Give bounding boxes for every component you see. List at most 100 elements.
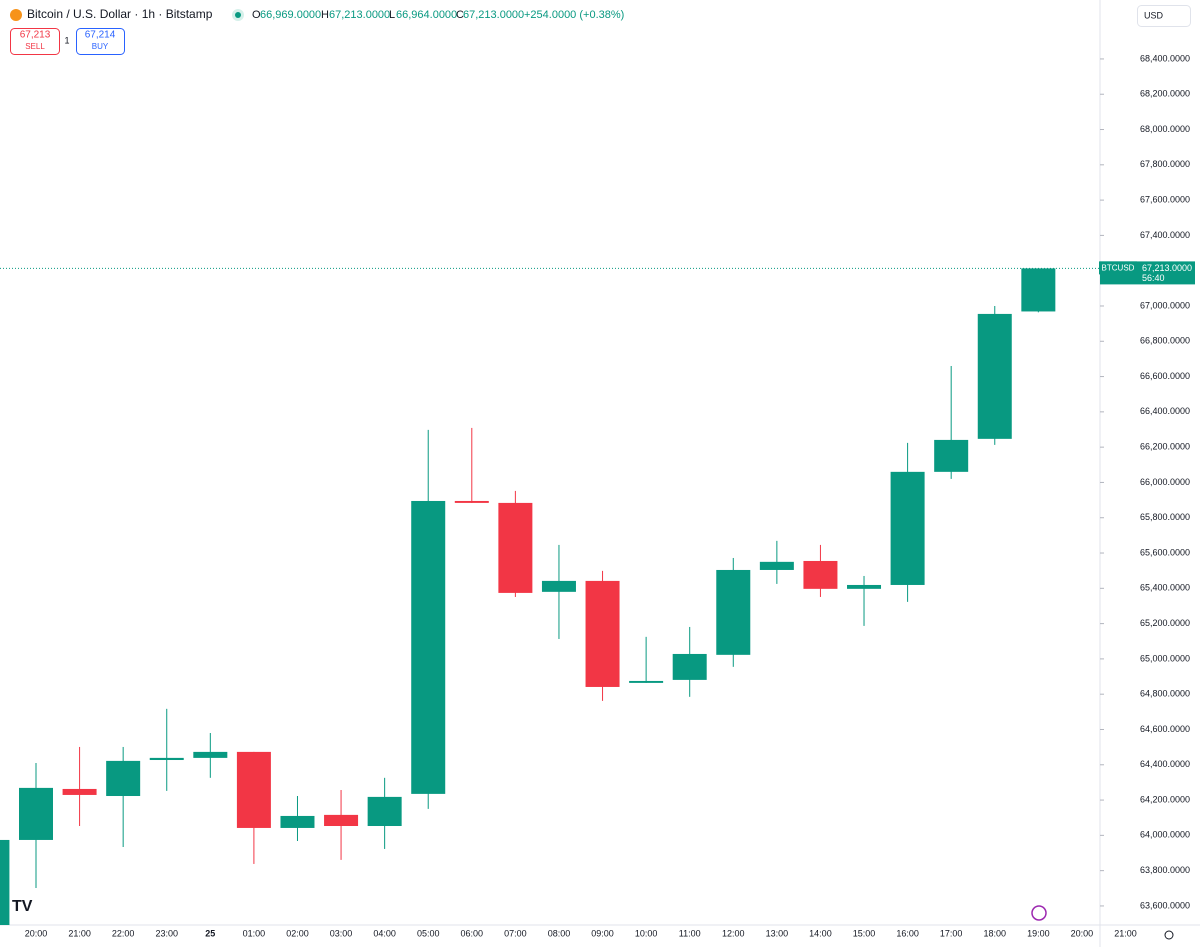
x-tick-label: 25 <box>205 928 215 938</box>
candle-body <box>62 788 97 795</box>
y-tick-label: 64,200.0000 <box>1140 794 1190 804</box>
settings-icon[interactable] <box>1164 930 1174 940</box>
x-tick-label: 08:00 <box>548 928 571 938</box>
ohlc-label: O <box>252 9 261 21</box>
currency: USD <box>1144 10 1164 20</box>
buy-price: 67,214 <box>85 30 116 41</box>
logo: TV <box>12 898 33 915</box>
y-tick-label: 66,800.0000 <box>1140 336 1190 346</box>
candle-body <box>759 561 794 570</box>
symbol-tag <box>1099 261 1137 275</box>
x-tick-label: 11:00 <box>679 928 701 938</box>
y-tick-label: 65,200.0000 <box>1140 618 1190 628</box>
x-tick-label: 01:00 <box>243 928 266 938</box>
x-tick-label: 23:00 <box>155 928 178 938</box>
x-tick-label: 04:00 <box>373 928 396 938</box>
y-tick-label: 65,400.0000 <box>1140 583 1190 593</box>
x-tick-label: 12:00 <box>722 928 745 938</box>
candle-body <box>236 751 271 828</box>
x-tick-label: 20:00 <box>1071 928 1094 938</box>
y-tick-label: 65,800.0000 <box>1140 512 1190 522</box>
x-tick-label: 07:00 <box>504 928 527 938</box>
candle-body <box>934 439 969 472</box>
x-tick-label: 05:00 <box>417 928 440 938</box>
candle-body <box>367 796 402 827</box>
ohlc-value: 66,969.0000 <box>260 9 321 21</box>
candle-body <box>106 760 141 797</box>
y-tick-label: 64,600.0000 <box>1140 724 1190 734</box>
ohlc-change: +254.0000 (+0.38%) <box>524 9 624 21</box>
candle-body <box>498 502 533 593</box>
x-tick-label: 15:00 <box>853 928 876 938</box>
buy-button[interactable] <box>76 28 125 55</box>
x-tick-label: 10:00 <box>635 928 658 938</box>
x-tick-label: 02:00 <box>286 928 309 938</box>
x-tick-label: 19:00 <box>1027 928 1050 938</box>
y-tick-label: 64,000.0000 <box>1140 830 1190 840</box>
y-tick-label: 66,200.0000 <box>1140 442 1190 452</box>
candle-body <box>541 580 576 592</box>
sell-button[interactable] <box>10 28 60 55</box>
y-tick-label: 64,400.0000 <box>1140 759 1190 769</box>
sell-label: SELL <box>25 42 45 51</box>
candle-body <box>0 839 10 925</box>
candle-body <box>890 471 925 585</box>
currency-button[interactable] <box>1137 5 1191 27</box>
y-tick-label: 67,800.0000 <box>1140 159 1190 169</box>
candle-body <box>847 584 882 589</box>
ohlc-value: 67,213.0000 <box>329 9 390 21</box>
price-tag-price: 67,213.0000 <box>1142 263 1192 273</box>
coin-icon <box>10 9 22 21</box>
y-tick-label: 67,600.0000 <box>1140 194 1190 204</box>
x-tick-label: 03:00 <box>330 928 353 938</box>
symbol-title: Bitcoin / U.S. Dollar · 1h · Bitstamp <box>27 7 213 21</box>
y-tick-label: 64,800.0000 <box>1140 689 1190 699</box>
y-tick-label: 68,400.0000 <box>1140 53 1190 63</box>
ohlc-value: 67,213.0000 <box>463 9 524 21</box>
x-tick-label: 18:00 <box>983 928 1006 938</box>
candle-body <box>977 313 1012 439</box>
y-tick-label: 67,400.0000 <box>1140 230 1190 240</box>
price-tag-countdown: 56:40 <box>1142 273 1165 283</box>
candle-body <box>629 680 664 683</box>
x-tick-label: 21:00 <box>1114 928 1137 938</box>
y-tick-label: 66,600.0000 <box>1140 371 1190 381</box>
candle-body <box>411 500 446 794</box>
candle-body <box>585 580 620 687</box>
sell-price: 67,213 <box>20 30 51 41</box>
y-tick-label: 68,200.0000 <box>1140 89 1190 99</box>
y-tick-label: 63,600.0000 <box>1140 900 1190 910</box>
plot-area <box>0 268 1056 925</box>
y-tick-label: 68,000.0000 <box>1140 124 1190 134</box>
y-tick-label: 67,000.0000 <box>1140 300 1190 310</box>
candle-body <box>280 815 315 828</box>
y-tick-label: 65,000.0000 <box>1140 653 1190 663</box>
candle-body <box>193 751 228 758</box>
candle-body <box>149 757 184 761</box>
assistant-icon[interactable] <box>1031 905 1047 921</box>
y-tick-label: 63,800.0000 <box>1140 865 1190 875</box>
x-tick-label: 20:00 <box>25 928 48 938</box>
candle-body <box>324 814 359 827</box>
status-dot <box>235 12 241 18</box>
ohlc-label: H <box>321 9 329 21</box>
y-tick-label: 66,400.0000 <box>1140 406 1190 416</box>
candle-body <box>803 560 838 589</box>
x-tick-label: 16:00 <box>896 928 919 938</box>
spread: 1 <box>64 35 69 45</box>
ohlc-label: L <box>389 9 395 21</box>
symbol-tag-label: BTCUSD <box>1102 264 1135 273</box>
candle-body <box>454 500 489 503</box>
y-tick-label: 65,600.0000 <box>1140 547 1190 557</box>
ohlc-value: 66,964.0000 <box>396 9 457 21</box>
candle-body <box>19 787 53 840</box>
y-tick-label: 66,000.0000 <box>1140 477 1190 487</box>
x-tick-label: 13:00 <box>766 928 789 938</box>
buy-label: BUY <box>92 42 109 51</box>
x-tick-label: 06:00 <box>461 928 484 938</box>
x-tick-label: 09:00 <box>591 928 614 938</box>
x-tick-label: 22:00 <box>112 928 135 938</box>
x-tick-label: 21:00 <box>68 928 91 938</box>
